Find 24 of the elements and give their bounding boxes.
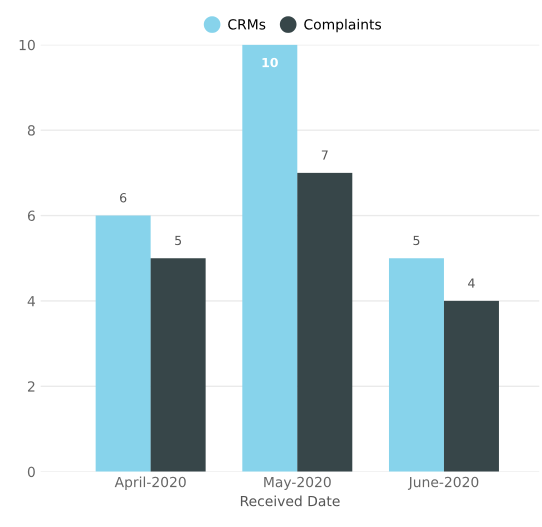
data-label: 7 — [322, 150, 328, 160]
bar — [96, 216, 151, 472]
x-tick-label: June-2020 — [408, 476, 478, 490]
data-label: 6 — [120, 192, 126, 202]
y-tick-label: 6 — [28, 210, 35, 222]
y-tick-label: 10 — [20, 40, 35, 50]
y-tick-label: 0 — [28, 466, 35, 478]
bar — [242, 44, 298, 472]
bar — [297, 172, 352, 472]
data-label: 5 — [413, 236, 420, 246]
x-tick-label: April-2020 — [114, 476, 186, 490]
data-label: 10 — [262, 58, 278, 68]
x-axis-title: Received Date — [240, 496, 340, 506]
data-label: 5 — [175, 236, 182, 246]
legend-label: Complaints — [304, 18, 382, 32]
y-tick-label: 2 — [28, 381, 34, 392]
x-tick-label: May-2020 — [264, 476, 331, 490]
bar — [444, 300, 499, 472]
legend-label: CRMs — [228, 19, 266, 30]
bar — [388, 258, 444, 472]
y-tick-label: 4 — [28, 296, 36, 306]
y-tick-label: 8 — [28, 125, 35, 136]
data-label: 4 — [468, 278, 475, 288]
bar — [150, 258, 206, 472]
